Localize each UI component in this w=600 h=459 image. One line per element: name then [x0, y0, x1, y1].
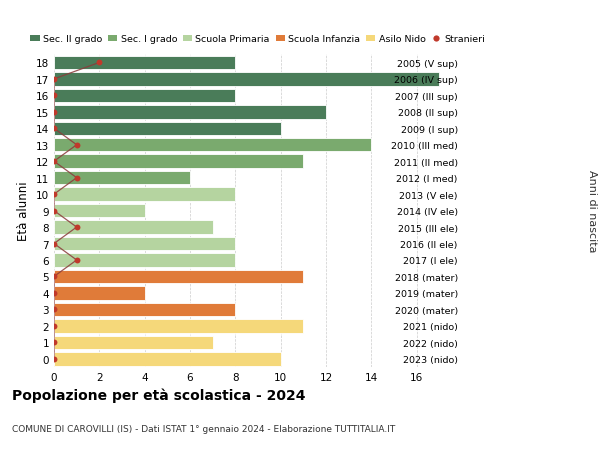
- Point: [49, 306, 59, 313]
- Text: Anni di nascita: Anni di nascita: [587, 170, 597, 252]
- Bar: [54, 303, 235, 316]
- Bar: [54, 90, 235, 103]
- Point: [49, 241, 59, 248]
- Point: [49, 92, 59, 100]
- Point: [49, 355, 59, 363]
- Bar: [54, 254, 235, 267]
- Point: [49, 273, 59, 280]
- Bar: [54, 204, 145, 218]
- Bar: [54, 106, 326, 119]
- Point: [49, 323, 59, 330]
- Bar: [54, 56, 235, 70]
- Bar: [54, 352, 281, 366]
- Bar: [54, 336, 212, 349]
- Y-axis label: Età alunni: Età alunni: [17, 181, 31, 241]
- Bar: [54, 188, 235, 202]
- Bar: [54, 221, 212, 234]
- Point: [49, 339, 59, 346]
- Point: [49, 191, 59, 198]
- Point: [72, 257, 82, 264]
- Point: [49, 207, 59, 215]
- Bar: [54, 319, 304, 333]
- Point: [49, 290, 59, 297]
- Point: [72, 142, 82, 149]
- Bar: [54, 139, 371, 152]
- Point: [72, 224, 82, 231]
- Point: [49, 109, 59, 116]
- Point: [49, 125, 59, 133]
- Bar: [54, 122, 281, 136]
- Point: [49, 158, 59, 166]
- Text: Popolazione per età scolastica - 2024: Popolazione per età scolastica - 2024: [12, 388, 305, 403]
- Point: [49, 76, 59, 84]
- Text: COMUNE DI CAROVILLI (IS) - Dati ISTAT 1° gennaio 2024 - Elaborazione TUTTITALIA.: COMUNE DI CAROVILLI (IS) - Dati ISTAT 1°…: [12, 425, 395, 434]
- Bar: [54, 270, 304, 284]
- Bar: [54, 73, 439, 86]
- Bar: [54, 155, 304, 168]
- Point: [95, 60, 104, 67]
- Point: [72, 174, 82, 182]
- Bar: [54, 237, 235, 251]
- Bar: [54, 286, 145, 300]
- Legend: Sec. II grado, Sec. I grado, Scuola Primaria, Scuola Infanzia, Asilo Nido, Stran: Sec. II grado, Sec. I grado, Scuola Prim…: [30, 35, 485, 44]
- Bar: [54, 172, 190, 185]
